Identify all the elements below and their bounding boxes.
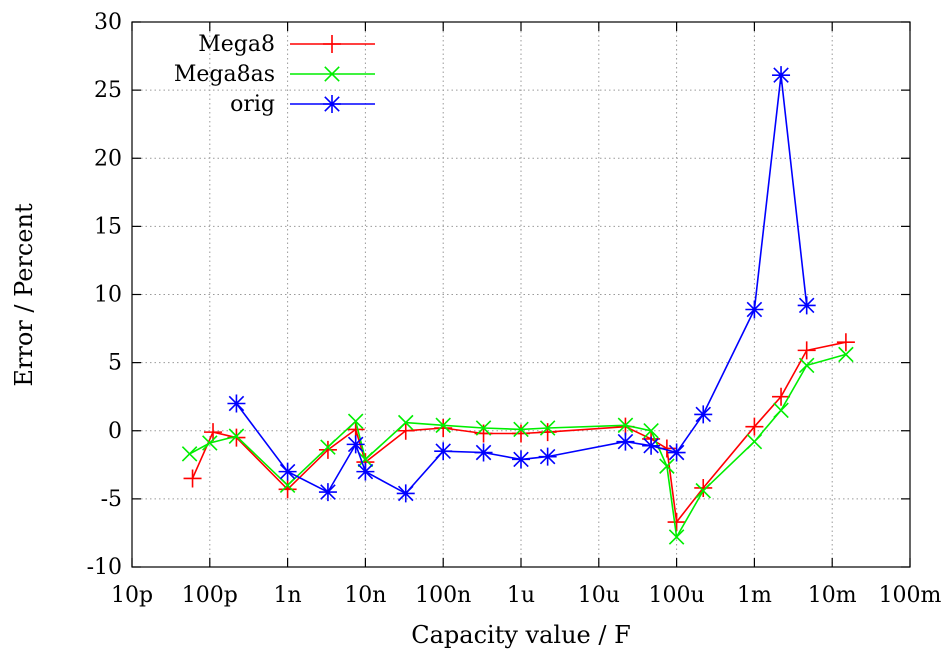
data-point: [772, 66, 791, 85]
data-point: [694, 478, 713, 497]
data-point: [183, 469, 202, 488]
data-point: [745, 417, 764, 436]
y-tick-label: 30: [94, 10, 122, 35]
data-point: [474, 443, 493, 462]
data-point: [746, 433, 763, 450]
data-point: [512, 424, 530, 443]
y-tick-label: 15: [94, 214, 122, 239]
data-point: [357, 451, 374, 468]
y-tick-label: 5: [108, 351, 122, 376]
data-point: [643, 422, 659, 439]
x-tick-label: 100p: [182, 583, 238, 608]
x-tick-label: 100u: [649, 583, 705, 608]
data-point: [356, 462, 375, 481]
data-point: [745, 300, 764, 319]
data-point: [278, 480, 297, 499]
legend-item-mega8as: Mega8as: [174, 62, 375, 87]
data-point: [797, 296, 816, 315]
data-point: [323, 95, 341, 113]
series-orig: [227, 66, 816, 503]
data-point: [228, 428, 245, 444]
data-point: [538, 423, 557, 442]
x-tick-label: 1m: [737, 583, 772, 608]
data-point: [475, 420, 492, 436]
data-point: [836, 333, 855, 352]
data-point: [513, 421, 529, 438]
legend-item-mega8: Mega8: [198, 32, 375, 57]
legend-label: orig: [230, 92, 275, 117]
data-point: [279, 477, 296, 494]
legend-item-orig: orig: [230, 92, 375, 117]
x-tick-label: 10n: [344, 583, 386, 608]
x-tick-label: 10u: [578, 583, 620, 608]
data-point: [434, 419, 453, 438]
data-point: [278, 462, 297, 481]
data-point: [539, 420, 556, 436]
data-point: [667, 443, 686, 462]
x-tick-label: 100m: [879, 583, 942, 608]
y-tick-label: 25: [94, 78, 122, 103]
data-point: [396, 421, 415, 440]
series-layer: [181, 66, 855, 545]
data-point: [202, 435, 218, 451]
data-point: [323, 35, 341, 53]
data-point: [396, 484, 415, 503]
data-point: [538, 447, 557, 466]
data-point: [838, 346, 854, 363]
x-tick-label: 1u: [507, 583, 535, 608]
legend-label: Mega8: [198, 32, 275, 57]
data-point: [512, 450, 530, 469]
x-tick-label: 100n: [415, 583, 471, 608]
data-point: [397, 414, 414, 431]
data-point: [617, 417, 634, 434]
data-point: [434, 442, 453, 461]
data-point: [798, 357, 815, 374]
data-point: [320, 439, 336, 455]
data-point: [667, 513, 686, 532]
data-point: [797, 341, 816, 360]
y-tick-label: 10: [94, 283, 122, 308]
data-point: [435, 417, 451, 434]
data-point: [694, 405, 713, 424]
x-tick-label: 10p: [111, 583, 153, 608]
data-point: [772, 387, 791, 406]
data-point: [324, 66, 340, 82]
series-mega8as: [181, 346, 854, 545]
data-point: [616, 432, 635, 451]
y-tick-label: -10: [87, 555, 122, 580]
y-tick-label: 0: [108, 419, 122, 444]
data-point: [642, 436, 661, 455]
axis-ticks: -10 -5 0 5 10 15 20 25 30 10p 100p 1n 10n 100n 1u 10u 10…: [87, 10, 942, 608]
data-point: [181, 446, 198, 462]
x-axis-label: Capacity value / F: [411, 621, 631, 649]
y-tick-label: 20: [94, 146, 122, 171]
data-point: [659, 458, 675, 474]
x-tick-label: 10m: [808, 583, 857, 608]
data-point: [318, 483, 337, 502]
data-point: [227, 394, 246, 413]
legend: Mega8 Mega8as orig: [174, 32, 375, 117]
data-point: [318, 440, 337, 459]
y-tick-label: -5: [101, 487, 122, 512]
legend-label: Mega8as: [174, 62, 275, 87]
data-point: [346, 435, 365, 454]
y-axis-label: Error / Percent: [10, 203, 38, 387]
data-point: [695, 482, 712, 499]
x-tick-label: 1n: [274, 583, 302, 608]
data-point: [773, 402, 789, 419]
data-point: [347, 413, 364, 429]
data-point: [668, 529, 685, 545]
data-point: [204, 423, 223, 442]
